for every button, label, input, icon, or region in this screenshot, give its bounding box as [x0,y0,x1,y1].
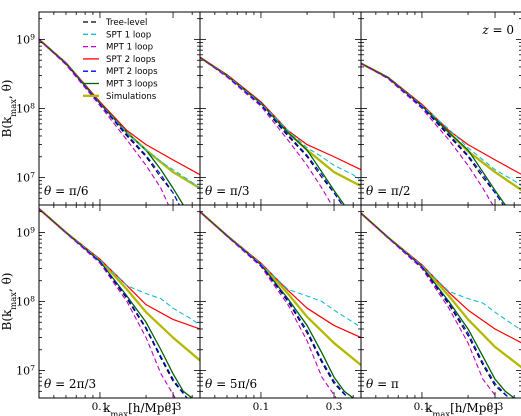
y-tick-label: 107 [16,363,35,378]
series-line-mpt2 [39,208,188,398]
y-axis-label: B(kmax, θ) [0,273,18,331]
series-line-spt1 [200,211,361,328]
series-line-mpt1 [39,39,169,205]
series-line-mpt3 [361,212,515,398]
panel-label: θ = π/2 [366,184,411,198]
x-axis-label: kmax[h/Mpc] [103,401,176,416]
panel-lines [200,210,361,398]
legend-label: Tree-level [105,18,147,28]
series-line-spt2 [361,62,521,175]
panel-1: 107 108 109 θ = π/6 [16,11,201,206]
y-tick-label: 108 [16,294,35,309]
legend-label: SPT 2 loops [106,55,156,65]
y-tick-label: 109 [16,32,35,47]
y-tick-label: 109 [16,225,35,240]
series-line-tree [200,211,349,398]
panel-frame [199,11,362,206]
panel-label: θ = π [366,377,399,391]
y-tick-label: 108 [16,101,35,116]
axis-labels: z = 0 kmax[h/Mpc] kmax[h/Mpc] B(kmax, θ) B(k… [0,23,514,416]
series-line-mpt2 [361,62,504,205]
redshift-label: z = 0 [481,23,514,37]
series-line-mpt3 [200,56,345,205]
legend-label: Simulations [106,92,157,102]
legend-label: MPT 3 loops [106,80,158,90]
x-tick-label: 0.3 [165,401,182,413]
y-axis-label: B(kmax, θ) [0,80,18,138]
legend: Tree-level SPT 1 loop MPT 1 loop SPT 2 loop… [83,18,158,102]
legend-item-sims: Simulations [83,92,157,102]
legend-item-mpt3: MPT 3 loops [83,80,158,90]
panel-6: 0.1 0.3 θ = π [360,204,521,413]
series-line-mpt1 [361,212,498,398]
panel-label: θ = 5π/6 [205,377,257,391]
panel-3: θ = π/2 [360,11,521,206]
panel-4: 0.1 0.3 107 108 109 θ = 2π/3 [16,204,201,413]
series-line-spt2 [39,208,200,330]
y-tick-label: 107 [16,170,35,185]
series-line-mpt1 [39,208,176,398]
series-line-sims [361,62,521,192]
series-line-mpt3 [361,62,506,205]
series-line-mpt1 [200,211,337,398]
series-line-sims [39,207,200,362]
x-tick-label: 0.1 [414,401,431,413]
panel-lines [39,38,200,205]
panel-2: θ = π/3 [199,11,362,206]
panel-lines [361,212,521,398]
panel-label: θ = π/3 [205,184,250,198]
series-line-spt1 [39,39,200,189]
x-axis-label: kmax[h/Mpc] [425,401,498,416]
legend-label: MPT 2 loops [106,67,158,77]
panel-frame [38,204,201,399]
x-tick-label: 0.3 [326,401,343,413]
panel-5: 0.1 0.3 θ = 5π/6 [199,204,362,413]
panel-label: θ = 2π/3 [44,377,96,391]
series-line-spt2 [361,212,521,344]
panel-frame [360,11,521,206]
x-tick-label: 0.1 [92,401,109,413]
panel-frame [38,11,201,206]
legend-item-mpt2: MPT 2 loops [83,67,158,77]
series-line-mpt2 [39,39,180,205]
series-line-mpt1 [361,62,494,205]
panel-lines [200,56,361,205]
series-line-mpt2 [361,212,510,398]
panel-label: θ = π/6 [44,184,89,198]
series-line-tree [200,56,343,205]
series-line-tree [39,208,188,398]
legend-item-tree: Tree-level [83,18,147,28]
series-line-spt1 [200,56,361,182]
legend-item-spt1: SPT 1 loop [83,30,151,40]
legend-item-spt2: SPT 2 loops [83,55,156,65]
x-tick-label: 0.3 [487,401,504,413]
series-line-mpt2 [200,56,343,205]
legend-item-mpt1: MPT 1 loop [83,43,153,53]
series-line-spt1 [39,208,200,326]
series-line-spt2 [200,211,361,339]
series-line-mpt1 [200,56,333,205]
x-tick-label: 0.1 [253,401,270,413]
legend-label: SPT 1 loop [106,30,151,40]
panel-lines [361,62,521,205]
panel-lines [39,207,200,398]
legend-label: MPT 1 loop [106,43,153,53]
series-line-spt1 [361,62,521,187]
series-line-mpt3 [39,208,193,398]
series-line-spt1 [361,212,521,331]
series-line-mpt3 [200,211,354,398]
